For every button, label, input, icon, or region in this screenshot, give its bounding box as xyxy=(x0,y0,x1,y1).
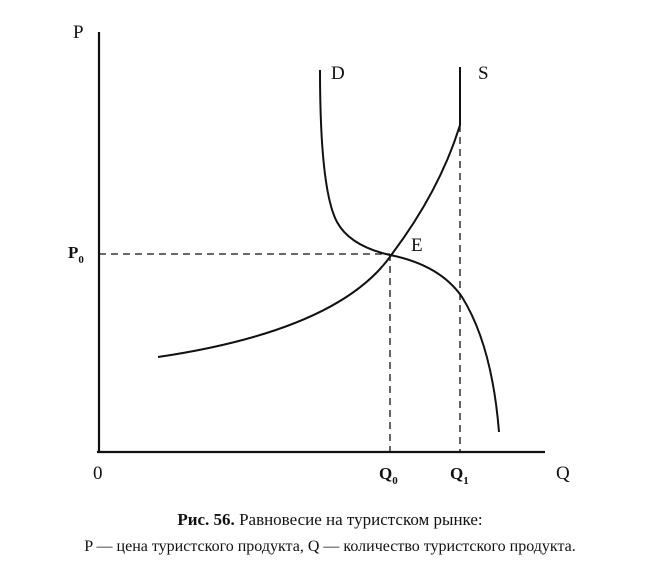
equilibrium-label: E xyxy=(411,235,423,256)
demand-curve xyxy=(319,69,500,433)
figure-title: Равновесие на туристском рынке: xyxy=(239,510,483,529)
figure-caption: Рис. 56. Равновесие на туристском рынке: xyxy=(0,510,660,530)
q1-tick-label: Q1 xyxy=(450,464,469,487)
x-axis-label: Q xyxy=(556,463,570,484)
price-tick-label: P0 xyxy=(68,243,84,266)
demand-label: D xyxy=(331,63,345,84)
supply-label: S xyxy=(478,63,489,84)
origin-label: 0 xyxy=(93,463,103,484)
figure-legend: P — цена туристского продукта, Q — колич… xyxy=(84,538,576,555)
figure-number: Рис. 56. xyxy=(177,510,235,529)
supply-curve xyxy=(157,67,461,358)
y-axis-label: P xyxy=(73,22,84,43)
q0-tick-label: Q0 xyxy=(379,464,398,487)
